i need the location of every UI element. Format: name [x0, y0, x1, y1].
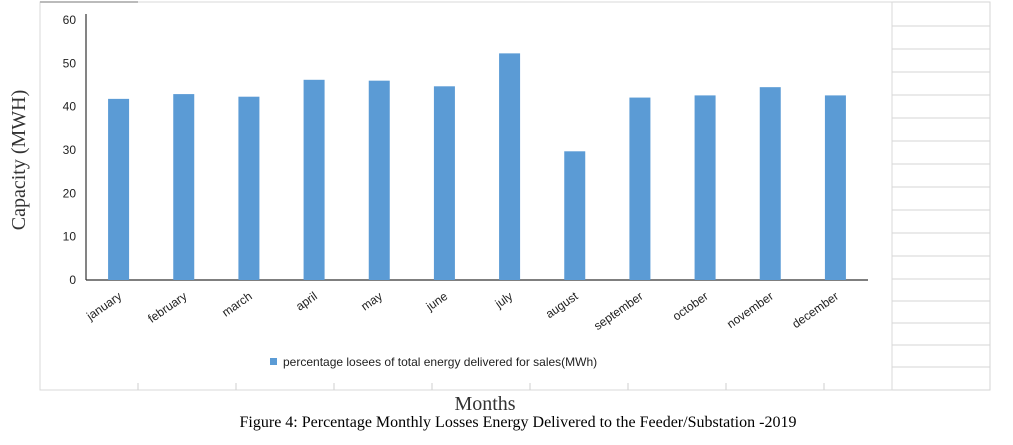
x-category-label: july — [492, 289, 516, 311]
x-category-label: august — [543, 289, 581, 322]
x-category-label: november — [724, 289, 776, 331]
legend-label: percentage losees of total energy delive… — [283, 355, 597, 369]
bars — [108, 53, 846, 281]
x-category-label: october — [670, 289, 711, 323]
bar — [759, 87, 781, 281]
y-tick-label: 50 — [63, 56, 77, 70]
legend-swatch — [270, 358, 277, 365]
bar — [173, 94, 195, 280]
figure-caption: Figure 4: Percentage Monthly Losses Ener… — [240, 414, 797, 431]
y-tick-label: 60 — [63, 13, 77, 27]
bar — [629, 97, 651, 280]
x-category-label: september — [591, 289, 645, 333]
plot-area-border — [39, 1, 893, 391]
y-tick-label: 10 — [63, 230, 77, 244]
x-category-label: march — [219, 289, 254, 320]
x-category-label: june — [423, 289, 451, 314]
x-category-label: january — [83, 289, 124, 324]
bar — [303, 79, 325, 280]
x-axis-label: Months — [454, 393, 515, 415]
y-axis-label: Capacity (MWH) — [8, 90, 30, 231]
bar — [238, 96, 260, 280]
y-tick-label: 0 — [69, 273, 76, 287]
bar — [564, 151, 586, 280]
x-category-label: may — [358, 289, 385, 313]
x-category-label: february — [145, 289, 189, 326]
bottom-ticks — [137, 383, 825, 390]
y-tick-label: 40 — [63, 100, 77, 114]
bar — [694, 95, 716, 281]
bar — [433, 86, 455, 280]
y-tick-label: 20 — [63, 186, 77, 200]
bar — [824, 95, 846, 281]
bar — [108, 98, 130, 280]
x-category-label: december — [789, 289, 841, 331]
y-ticks: 0 10 20 30 40 50 60 — [63, 13, 77, 287]
side-table — [892, 25, 990, 368]
y-tick-label: 30 — [63, 143, 77, 157]
x-category-label: april — [293, 289, 320, 313]
bar — [499, 53, 521, 280]
x-category-labels: january february march april may june july augu… — [83, 289, 841, 333]
bar — [368, 80, 390, 281]
